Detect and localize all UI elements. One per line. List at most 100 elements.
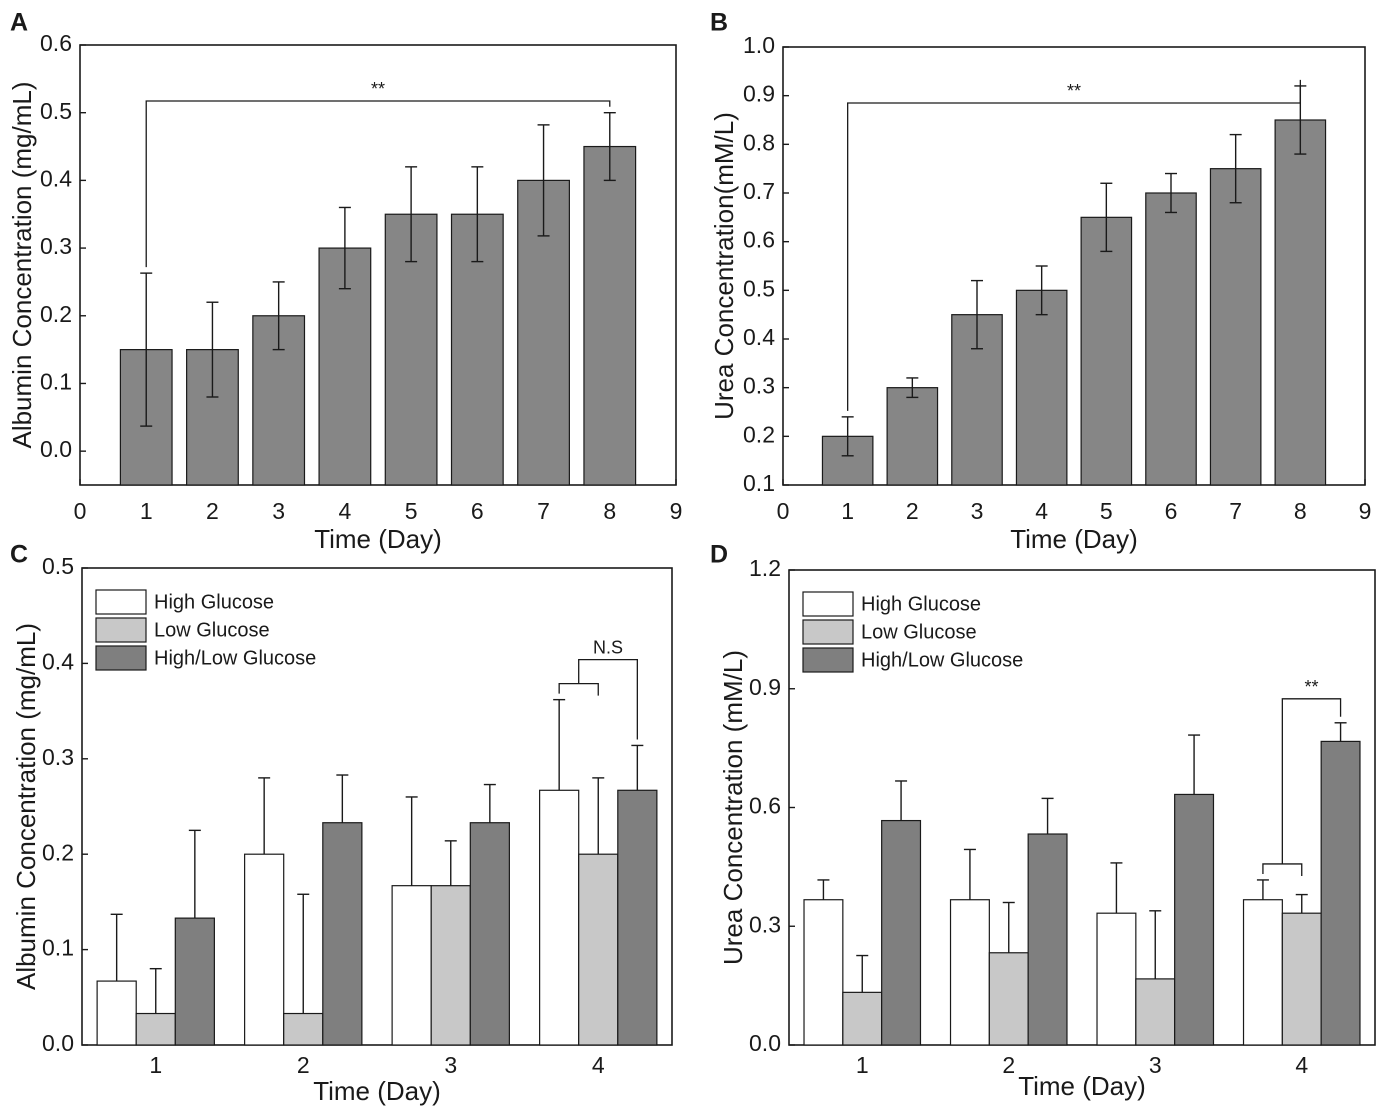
y-axis-title: Albumin Concentration (mg/mL) xyxy=(11,623,41,990)
bar xyxy=(469,822,510,1046)
x-tick-label: 1 xyxy=(140,498,153,524)
y-tick-label: 0.4 xyxy=(42,648,74,674)
x-tick-label: 6 xyxy=(1165,498,1178,524)
y-tick-label: 0.1 xyxy=(42,935,74,961)
y-tick-label: 0.5 xyxy=(743,275,775,301)
group-bracket xyxy=(1262,863,1303,876)
x-tick-label: 4 xyxy=(338,498,351,524)
bar xyxy=(1174,793,1215,1046)
legend-swatch xyxy=(802,647,854,673)
bar xyxy=(1145,192,1197,486)
y-axis-title: Urea Concentration (mM/L) xyxy=(718,650,748,965)
panel-b: B 0.1 0.2 0.3 0.4 0.5 0.6 0.7 0.8 0.9 1.0 Time (Day… xyxy=(709,9,1372,554)
x-tick-label: 6 xyxy=(471,498,484,524)
significance-bracket xyxy=(145,100,611,268)
x-axis-title: Time (Day) xyxy=(1010,524,1138,554)
bar xyxy=(283,1012,324,1046)
bar xyxy=(1209,168,1262,486)
significance-bracket xyxy=(1281,698,1342,864)
legend-label: High/Low Glucose xyxy=(861,649,1023,671)
y-tick-label: 0.2 xyxy=(40,301,72,327)
y-tick-label: 0.7 xyxy=(743,178,775,204)
x-tick-label: 1 xyxy=(149,1052,162,1078)
y-tick-label: 0.2 xyxy=(42,839,74,865)
bar xyxy=(886,387,939,486)
panel-d: D 0.0 0.3 0.6 0.9 1.2 Time (Day) Urea Concentra… xyxy=(710,541,1376,1101)
bar xyxy=(842,991,883,1046)
x-tick-label: 0 xyxy=(777,498,790,524)
bar xyxy=(1015,289,1068,486)
y-tick-label: 0.3 xyxy=(749,911,781,937)
x-tick-label: 0 xyxy=(74,498,87,524)
plot-frame xyxy=(79,44,677,486)
bar xyxy=(578,853,619,1046)
legend-label: High Glucose xyxy=(861,593,981,615)
plot-frame xyxy=(81,567,673,1046)
x-tick-label: 3 xyxy=(1149,1052,1162,1078)
significance-label: ** xyxy=(1067,81,1081,101)
x-tick-label: 5 xyxy=(1100,498,1113,524)
y-axis-title: Urea Concentration(mM/L) xyxy=(709,112,739,420)
bar xyxy=(1135,978,1176,1046)
bar xyxy=(174,917,215,1046)
y-tick-label: 0.6 xyxy=(743,227,775,253)
bar xyxy=(1027,833,1068,1046)
plot-frame xyxy=(782,46,1366,486)
significance-bracket xyxy=(578,659,638,740)
bar xyxy=(803,899,844,1046)
bar xyxy=(430,885,471,1046)
bar xyxy=(1080,216,1133,486)
x-tick-label: 9 xyxy=(1359,498,1372,524)
y-tick-label: 0.0 xyxy=(42,1030,74,1056)
bar xyxy=(1274,119,1327,486)
y-tick-label: 0.0 xyxy=(40,436,72,462)
bar xyxy=(1242,899,1283,1046)
panel-a: A 0.0 0.1 0.2 0.3 0.4 0.5 0.6 Time (Day) Albumin … xyxy=(7,9,683,554)
significance-bracket xyxy=(847,79,1301,411)
x-tick-label: 3 xyxy=(272,498,285,524)
y-tick-label: 0.3 xyxy=(42,744,74,770)
bar xyxy=(583,145,637,486)
x-tick-label: 4 xyxy=(592,1052,605,1078)
bar xyxy=(988,952,1029,1046)
x-tick-label: 1 xyxy=(856,1052,869,1078)
x-tick-label: 7 xyxy=(1229,498,1242,524)
x-tick-label: 2 xyxy=(906,498,919,524)
y-tick-label: 0.5 xyxy=(40,98,72,124)
bar xyxy=(1281,912,1322,1046)
y-tick-label: 0.2 xyxy=(743,421,775,447)
bar xyxy=(252,315,306,486)
x-tick-label: 1 xyxy=(841,498,854,524)
legend-swatch xyxy=(802,619,854,645)
legend-label: High/Low Glucose xyxy=(154,647,316,669)
bar xyxy=(244,853,285,1046)
x-tick-label: 8 xyxy=(603,498,616,524)
y-tick-label: 1.2 xyxy=(749,555,781,581)
panel-label: A xyxy=(10,9,28,37)
y-tick-label: 0.0 xyxy=(749,1030,781,1056)
y-tick-label: 0.4 xyxy=(743,324,775,350)
x-tick-label: 4 xyxy=(1035,498,1048,524)
x-tick-label: 3 xyxy=(971,498,984,524)
y-tick-label: 0.3 xyxy=(743,373,775,399)
significance-label: ** xyxy=(1304,677,1318,697)
x-tick-label: 4 xyxy=(1295,1052,1308,1078)
x-tick-label: 2 xyxy=(206,498,219,524)
y-tick-label: 0.3 xyxy=(40,233,72,259)
group-bracket xyxy=(558,683,599,696)
x-tick-label: 3 xyxy=(444,1052,457,1078)
legend-swatch xyxy=(95,589,147,615)
bar xyxy=(96,980,137,1046)
y-tick-label: 0.9 xyxy=(749,674,781,700)
legend-swatch xyxy=(802,591,854,617)
bar xyxy=(1096,912,1137,1046)
x-axis-title: Time (Day) xyxy=(1018,1071,1146,1101)
x-tick-label: 8 xyxy=(1294,498,1307,524)
bar xyxy=(881,819,922,1046)
y-tick-label: 0.1 xyxy=(40,369,72,395)
panel-c: C 0.0 0.1 0.2 0.3 0.4 0.5 Time (Day) Albumin Con… xyxy=(10,541,673,1106)
bar xyxy=(617,789,658,1046)
x-axis-title: Time (Day) xyxy=(314,524,442,554)
y-axis-title: Albumin Concentration (mg/mL) xyxy=(7,81,37,448)
